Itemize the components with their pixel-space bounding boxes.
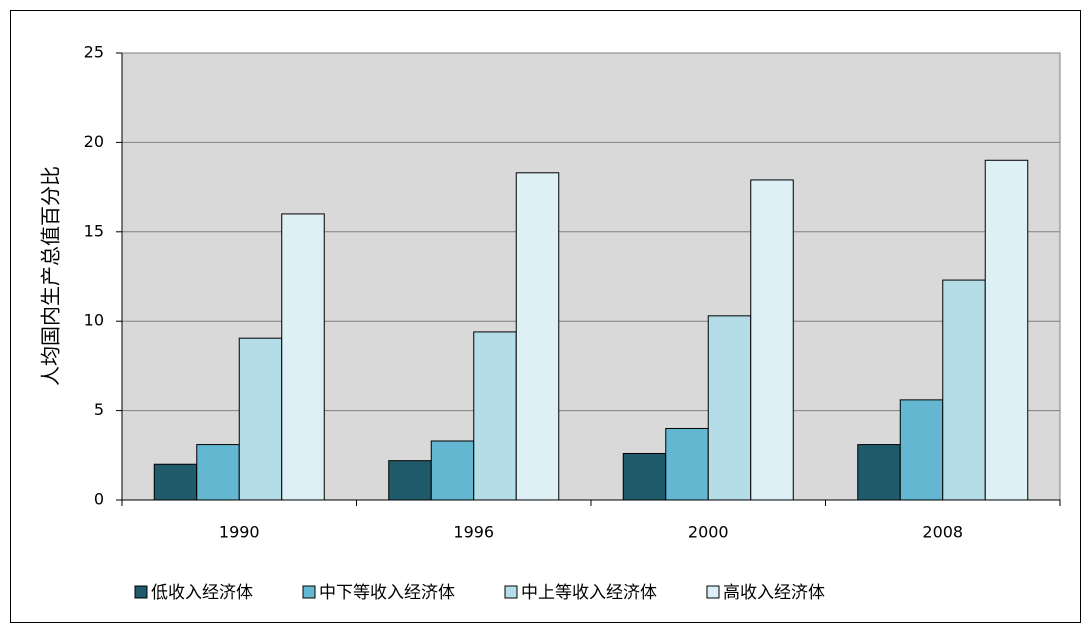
y-tick-label: 15 xyxy=(84,221,104,240)
bar xyxy=(388,460,432,501)
bar xyxy=(196,444,240,501)
bar xyxy=(899,399,944,501)
bar xyxy=(430,440,475,501)
bar xyxy=(281,213,325,501)
legend-label: 高收入经济体 xyxy=(723,583,825,603)
legend-swatch xyxy=(302,585,316,599)
legend-label: 中下等收入经济体 xyxy=(319,583,455,603)
y-tick-label: 5 xyxy=(94,400,104,419)
bar xyxy=(984,159,1029,501)
y-tick-label: 20 xyxy=(84,132,104,151)
y-tick-label: 10 xyxy=(84,311,104,330)
bar xyxy=(473,331,517,501)
legend-label: 中上等收入经济体 xyxy=(521,583,657,603)
legend-swatch xyxy=(706,585,720,599)
bar xyxy=(665,427,709,501)
x-tick-label: 1996 xyxy=(453,523,494,542)
bar xyxy=(707,315,752,501)
bar xyxy=(857,444,901,501)
bar xyxy=(515,172,560,501)
x-tick-label: 1990 xyxy=(219,523,260,542)
legend-swatch xyxy=(134,585,148,599)
legend-swatch xyxy=(504,585,518,599)
legend-label: 低收入经济体 xyxy=(151,583,253,603)
x-tick-label: 2000 xyxy=(688,523,729,542)
bar xyxy=(622,453,667,501)
x-tick-label: 2008 xyxy=(922,523,963,542)
y-tick-label: 25 xyxy=(84,43,104,62)
bar xyxy=(238,337,283,501)
bar xyxy=(942,279,986,501)
y-axis-label: 人均国内生产总值百分比 xyxy=(39,166,63,386)
bar xyxy=(153,463,198,501)
bar xyxy=(750,179,794,501)
y-tick-label: 0 xyxy=(94,490,104,509)
